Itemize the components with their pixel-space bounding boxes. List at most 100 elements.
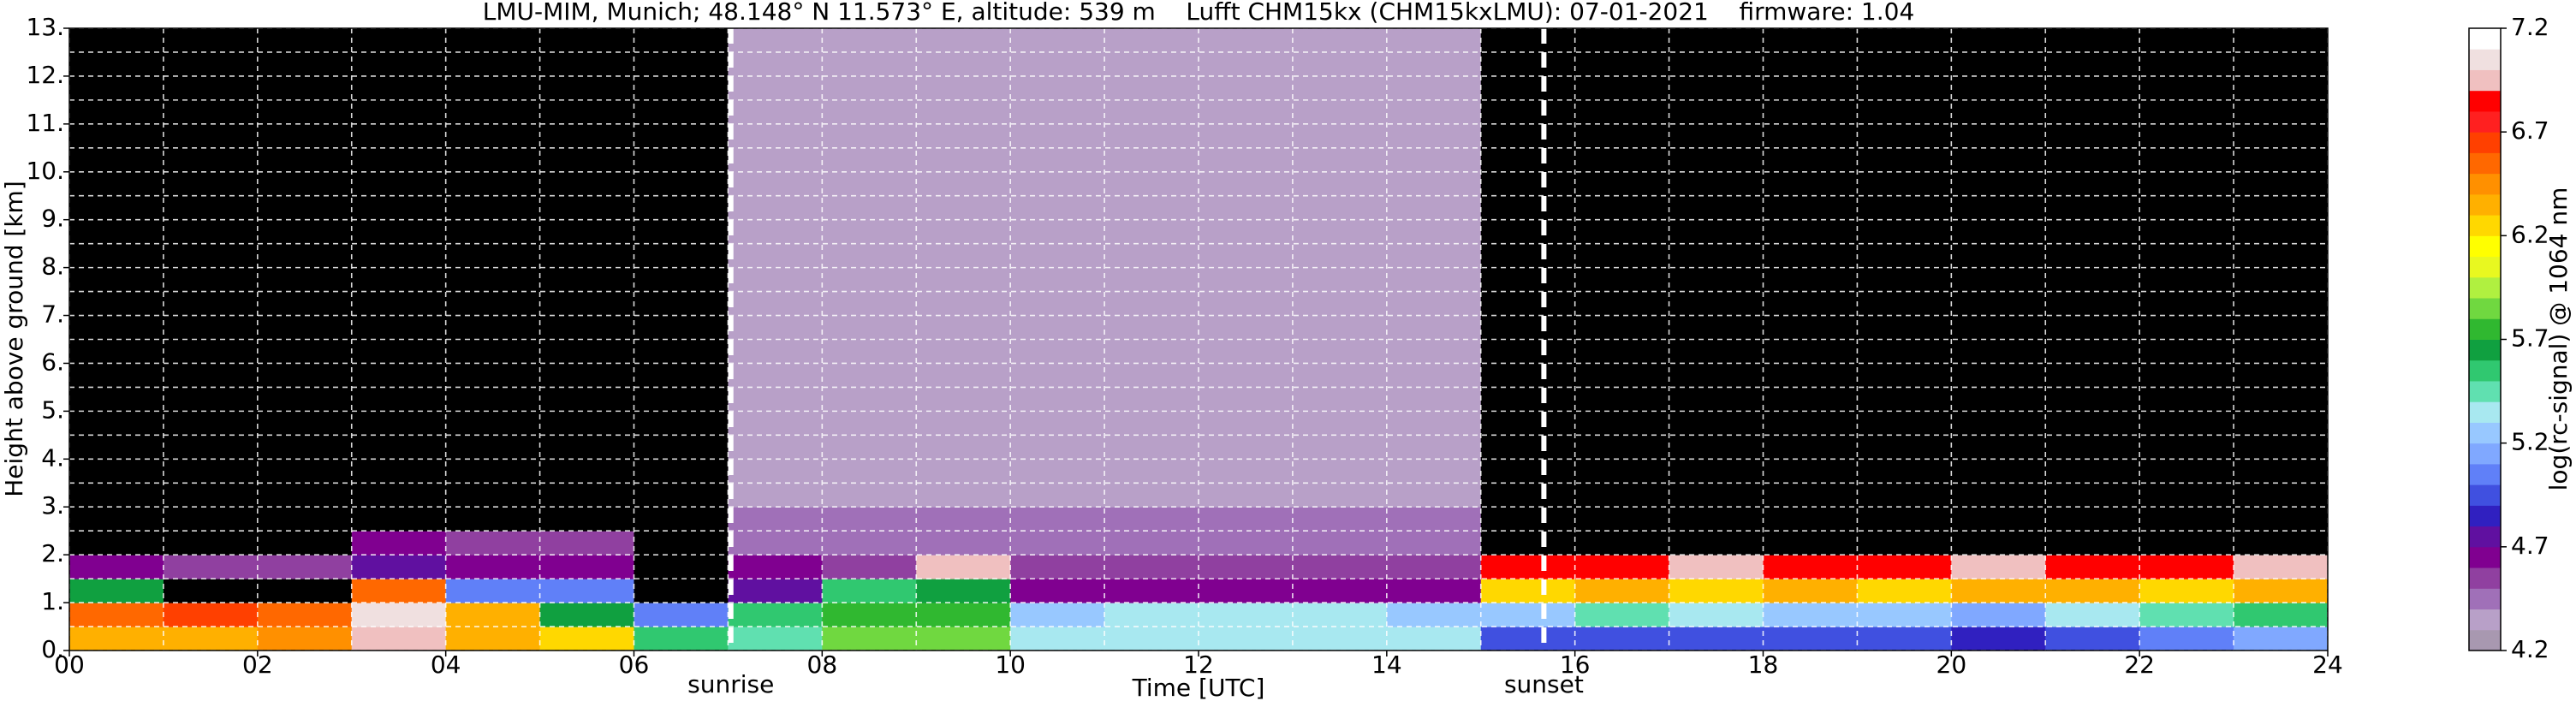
- heatmap-cell: [69, 579, 164, 603]
- heatmap-cell: [1574, 627, 1670, 651]
- y-tick-label: 5.: [41, 395, 64, 424]
- heatmap-cell: [1292, 531, 1388, 556]
- heatmap-cell: [1292, 603, 1388, 627]
- x-tick-label: 14: [1371, 651, 1402, 679]
- event-label: sunrise: [687, 670, 774, 698]
- colorbar-segment: [2469, 443, 2501, 465]
- colorbar-segment: [2469, 588, 2501, 610]
- heatmap-cell: [1386, 531, 1482, 556]
- heatmap-cell: [1951, 627, 2046, 651]
- y-tick-label: 8.: [41, 253, 64, 281]
- heatmap-cell: [728, 507, 823, 532]
- colorbar-segment: [2469, 546, 2501, 568]
- colorbar-segment: [2469, 152, 2501, 175]
- colorbar-segment: [2469, 359, 2501, 382]
- colorbar-segment: [2469, 463, 2501, 485]
- heatmap-cell: [634, 627, 729, 651]
- heatmap-cell: [69, 627, 164, 651]
- colorbar-segment: [2469, 339, 2501, 361]
- x-tick-label: 04: [431, 651, 461, 679]
- x-tick-label: 18: [1748, 651, 1779, 679]
- heatmap-cell: [69, 603, 164, 627]
- colorbar-segment: [2469, 380, 2501, 402]
- heatmap-cell: [1574, 603, 1670, 627]
- heatmap-cell: [1480, 555, 1576, 579]
- x-tick-label: 06: [619, 651, 650, 679]
- heatmap-cell: [351, 579, 447, 603]
- y-tick-label: 2.: [41, 539, 64, 567]
- heatmap-cell: [257, 627, 353, 651]
- colorbar-segment: [2469, 629, 2501, 651]
- heatmap-cell: [2139, 555, 2234, 579]
- heatmap-cell: [728, 531, 823, 556]
- heatmap-cell: [1951, 507, 2046, 532]
- heatmap-cell: [1010, 579, 1105, 603]
- heatmap-cell: [1010, 603, 1105, 627]
- x-tick-label: 16: [1560, 651, 1591, 679]
- heatmap-cell: [1951, 579, 2046, 603]
- heatmap-cell: [1104, 627, 1199, 651]
- heatmap-cell: [2045, 507, 2140, 532]
- heatmap-cell: [1010, 531, 1105, 556]
- heatmap-cell: [1857, 531, 1952, 556]
- heatmap-cell: [1574, 507, 1670, 532]
- heatmap-cell: [1857, 507, 1952, 532]
- heatmap-cell: [69, 555, 164, 579]
- heatmap-cell: [634, 507, 729, 532]
- heatmap-cell: [1763, 507, 1858, 532]
- heatmap-cell: [2139, 507, 2234, 532]
- heatmap-cell: [1480, 579, 1576, 603]
- heatmap-cell: [2045, 579, 2140, 603]
- heatmap-cell: [822, 603, 917, 627]
- x-tick-label: 08: [807, 651, 838, 679]
- colorbar-segment: [2469, 69, 2501, 92]
- heatmap-cell: [728, 555, 823, 579]
- heatmap-cell: [916, 555, 1011, 579]
- colorbar-tick-label: 7.2: [2511, 13, 2549, 41]
- heatmap-cell: [916, 507, 1011, 532]
- heatmap-cell: [1951, 531, 2046, 556]
- x-tick-label: 00: [54, 651, 85, 679]
- heatmap-cell: [728, 579, 823, 603]
- colorbar-segment: [2469, 235, 2501, 258]
- heatmap-cell: [1669, 507, 1764, 532]
- x-axis-label: Time [UTC]: [1132, 674, 1265, 702]
- heatmap-cell: [69, 531, 164, 556]
- colorbar-segment: [2469, 401, 2501, 423]
- colorbar-segment: [2469, 215, 2501, 236]
- heatmap-cell: [1669, 627, 1764, 651]
- y-tick-label: 10.: [26, 157, 64, 185]
- heatmap-cell: [257, 555, 353, 579]
- heatmap-cell: [163, 507, 259, 532]
- heatmap-cell: [1104, 507, 1199, 532]
- heatmap-cell: [916, 531, 1011, 556]
- heatmap-cell: [1763, 531, 1858, 556]
- heatmap-cell: [257, 531, 353, 556]
- heatmap-cell: [1574, 579, 1670, 603]
- heatmap-cell: [351, 555, 447, 579]
- heatmap-cell: [1669, 579, 1764, 603]
- heatmap-cell: [1480, 507, 1576, 532]
- heatmap-cell: [1574, 531, 1670, 556]
- y-tick-label: 4.: [41, 443, 64, 472]
- heatmap-cell: [163, 555, 259, 579]
- heatmap-cell: [1763, 627, 1858, 651]
- heatmap-cell: [916, 603, 1011, 627]
- colorbar-segment: [2469, 484, 2501, 506]
- colorbar-label: log(rc-signal) @ 1064 nm: [2544, 187, 2573, 491]
- heatmap-cell: [2045, 627, 2140, 651]
- heatmap-cell: [1010, 555, 1105, 579]
- heatmap-cell: [1763, 555, 1858, 579]
- colorbar-segment: [2469, 49, 2501, 70]
- colorbar-segment: [2469, 318, 2501, 340]
- colorbar-tick-label: 4.2: [2511, 635, 2549, 663]
- heatmap-cell: [351, 507, 447, 532]
- heatmap-cell: [1199, 579, 1294, 603]
- heatmap-cell: [351, 603, 447, 627]
- heatmap-cell: [1199, 555, 1294, 579]
- heatmap-cell: [163, 627, 259, 651]
- heatmap-cell: [2234, 507, 2329, 532]
- heatmap-cell: [634, 603, 729, 627]
